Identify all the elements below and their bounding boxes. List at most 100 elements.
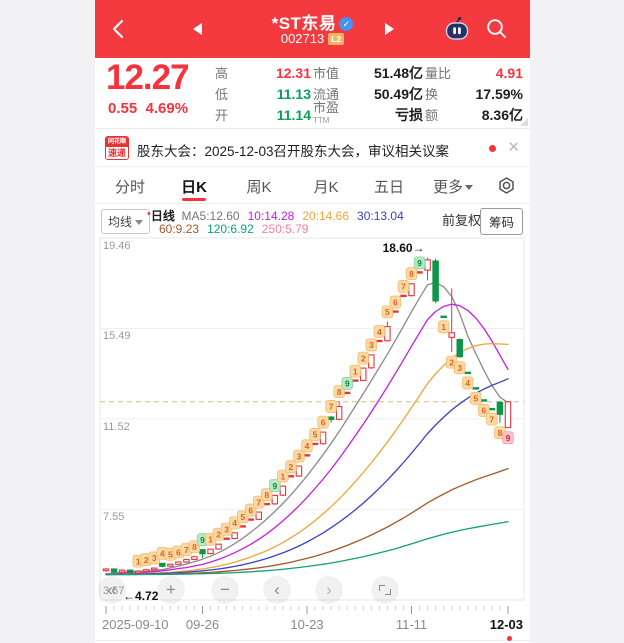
svg-text:6: 6 — [393, 297, 398, 307]
ma-line-5 — [105, 281, 509, 575]
unread-dot-icon — [489, 145, 496, 152]
svg-text:9: 9 — [417, 258, 422, 268]
news-ticker[interactable]: 同花顺 速递 股东大会：2025-12-03召开股东大会，审议相关议案 ✕ — [95, 129, 530, 167]
tab-更多[interactable]: 更多 — [433, 176, 474, 197]
prev-stock-icon[interactable] — [193, 23, 202, 35]
ma-value: 10:14.28 — [247, 209, 295, 223]
stock-code-row: 002713 L2 — [95, 31, 530, 46]
svg-text:9: 9 — [506, 433, 511, 443]
low-price-annotation: ←4.72 — [123, 589, 159, 603]
streak-badges: 1 2 3 4 5 6 7 89 1234567891234567891234567891234… — [132, 256, 514, 568]
x-axis-date-label: 11-11 — [395, 617, 428, 632]
svg-text:4: 4 — [232, 518, 237, 528]
stat-value: 51.48亿 — [373, 64, 423, 81]
svg-text:5: 5 — [385, 307, 390, 317]
svg-text:1: 1 — [353, 366, 358, 376]
quote-panel[interactable]: 12.27 0.55 4.69% 高 12.31 市值 51.48亿 量比 4.91 低 11… — [95, 58, 530, 129]
ma-line-120 — [105, 521, 509, 576]
period-label: 日线 — [150, 209, 175, 223]
logo-top-text: 同花顺 — [106, 137, 128, 147]
svg-text:6: 6 — [248, 505, 253, 515]
svg-text:7: 7 — [256, 497, 261, 507]
stat-label: 额 — [425, 108, 439, 123]
gridlines — [100, 327, 524, 510]
stat-value: 11.14 — [276, 106, 311, 123]
kline-chart[interactable]: 1 2 3 4 5 6 7 89 1234567891234567891234567891234… — [95, 0, 530, 643]
tab-分时[interactable]: 分时 — [114, 179, 146, 196]
svg-text:1: 1 — [441, 322, 446, 332]
quote-stats: 高 12.31 市值 51.48亿 量比 4.91 低 11.13 流通 50.49亿换 17.59… — [215, 62, 525, 126]
zoom-out-button[interactable]: − — [211, 576, 239, 604]
y-axis-label: 11.52 — [103, 420, 130, 433]
ma-value: 20:14.66 — [302, 209, 350, 223]
y-axis-label: 15.49 — [103, 330, 131, 343]
divider — [95, 640, 530, 641]
svg-text:7: 7 — [329, 402, 334, 412]
stat-label: 开 — [215, 108, 229, 123]
logo-bottom-text: 速递 — [106, 147, 128, 159]
jump-start-button[interactable]: « — [98, 576, 126, 604]
svg-text:5: 5 — [168, 550, 173, 560]
stat-value: 4.91 — [495, 64, 523, 81]
svg-text:2: 2 — [144, 555, 149, 565]
active-tab-underline — [182, 198, 206, 201]
fullscreen-icon — [385, 589, 391, 595]
zoom-in-button[interactable]: + — [157, 576, 185, 604]
y-axis-label: 3.57 — [103, 585, 125, 597]
svg-text:7: 7 — [490, 414, 495, 424]
svg-text:7: 7 — [401, 282, 406, 292]
robot-assistant-icon[interactable] — [444, 16, 470, 42]
news-close-icon[interactable]: ✕ — [507, 139, 520, 156]
stat-value: 50.49亿 — [373, 85, 423, 102]
svg-text:4: 4 — [465, 378, 470, 388]
svg-text:8: 8 — [264, 490, 269, 500]
stat-value: 11.13 — [276, 85, 311, 102]
search-icon[interactable] — [485, 17, 509, 41]
svg-text:4: 4 — [377, 327, 382, 337]
svg-text:3: 3 — [297, 451, 302, 461]
svg-text:1: 1 — [281, 471, 286, 481]
ma-values-line1: •日线 MA5:12.60 10:14.28 20:14.66 30:13.04 — [147, 207, 412, 224]
fullscreen-button[interactable] — [371, 576, 399, 604]
x-axis-date-label: 2025-09-10 — [102, 617, 169, 632]
back-icon[interactable] — [111, 18, 125, 40]
ma-line-20 — [105, 342, 509, 576]
svg-text:1: 1 — [136, 556, 141, 566]
stat-value: 17.59% — [475, 85, 523, 102]
svg-text:4: 4 — [160, 549, 165, 559]
tab-周K[interactable]: 周K — [246, 179, 272, 196]
svg-text:2: 2 — [449, 357, 454, 367]
ma-value: 30:13.04 — [357, 209, 404, 223]
ma-value: 250:5.79 — [261, 222, 309, 236]
svg-text:5: 5 — [313, 430, 318, 440]
ma-value: 60:9.23 — [159, 222, 200, 236]
tab-五日[interactable]: 五日 — [373, 179, 405, 196]
stat-label: 低 — [215, 87, 229, 102]
pan-right-button[interactable]: › — [315, 576, 343, 604]
next-stock-icon[interactable] — [385, 23, 394, 35]
kline-settings-icon[interactable] — [497, 176, 516, 195]
svg-text:5: 5 — [240, 512, 245, 522]
svg-text:9: 9 — [345, 379, 350, 389]
expand-corner-icon[interactable] — [520, 118, 528, 126]
ma-selector-chip[interactable]: 均线 — [101, 209, 151, 234]
adjust-mode-toggle[interactable]: 前复权 — [442, 213, 482, 228]
stat-label: 市盈TTM — [313, 100, 340, 126]
date-ticks — [105, 606, 509, 614]
svg-text:4: 4 — [305, 441, 310, 451]
svg-text:1: 1 — [208, 535, 213, 545]
tab-月K[interactable]: 月K — [313, 179, 339, 196]
svg-text:2: 2 — [289, 462, 294, 472]
stat-value: 亏损 — [395, 106, 423, 123]
svg-text:3: 3 — [369, 340, 374, 350]
high-price-annotation: 18.60→ — [382, 241, 425, 255]
chip-distribution-button[interactable]: 筹码 — [479, 208, 523, 235]
stat-value: 12.31 — [275, 64, 311, 81]
pan-left-button[interactable]: ‹ — [263, 576, 291, 604]
verified-icon: ✓ — [339, 17, 354, 31]
tab-日K[interactable]: 日K — [181, 179, 207, 196]
svg-text:9: 9 — [200, 535, 205, 545]
svg-text:6: 6 — [481, 406, 486, 416]
price-change: 0.55 — [108, 100, 138, 117]
period-tabs: 分时 日K 周K 月K 五日 更多 — [95, 167, 530, 204]
